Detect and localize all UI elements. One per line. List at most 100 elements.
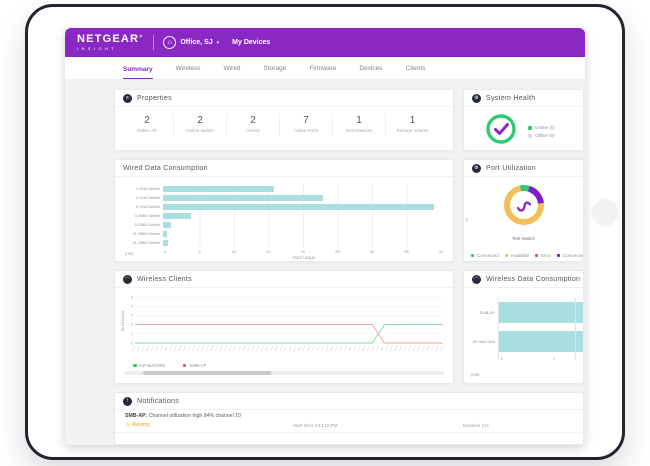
panel-title: Wired Data Consumption — [123, 164, 208, 172]
panel-title: Notifications — [137, 397, 180, 405]
properties-icon: ≡ — [123, 93, 132, 103]
svg-text:1: 1 — [131, 332, 133, 336]
topbar-divider — [153, 35, 155, 50]
port-donut-chart — [498, 181, 550, 235]
bar — [163, 212, 191, 219]
registered-mark: ® — [139, 33, 144, 39]
bar-label: 3-Test-Switch — [135, 204, 160, 209]
panel-title: System Health — [486, 94, 536, 102]
stat-label: NAS Devices — [345, 128, 373, 133]
tab-wired[interactable]: Wired — [223, 65, 241, 72]
legend-item: SMB-AP — [182, 363, 207, 368]
wireless-data-icon: ◠ — [472, 274, 481, 284]
legend-dot — [471, 254, 474, 257]
bar — [163, 203, 435, 210]
bar-row: 3-SMB-Switch — [123, 211, 443, 220]
axis-unit-label: (MB) — [471, 372, 480, 377]
tab-wireless[interactable]: Wireless — [175, 65, 201, 72]
bar-row: 1-Test-Switch — [123, 184, 443, 193]
netgear-logo: NETGEAR® INSIGHT — [77, 34, 143, 51]
wireless-clients-header: ◠ Wireless Clients — [115, 271, 453, 288]
wireless-clients-panel: ◠ Wireless Clients 0 1 2 3 4 5 No Of Clients A… — [114, 270, 454, 384]
bar — [498, 302, 583, 323]
notifications-list: SMB-AP: Channel utilization high 84% cha… — [115, 410, 583, 433]
building-icon: ⌂ — [163, 36, 177, 49]
stat-value: 1 — [356, 115, 362, 126]
stat-value: 7 — [303, 115, 309, 126]
location-label: Office, SJ — [180, 39, 213, 46]
stat-online-switch: 2 Online Switch — [174, 114, 227, 136]
wired-header: Wired Data Consumption — [115, 160, 453, 177]
stat-active-ports: 7 Active Ports — [280, 114, 333, 136]
wired-data-consumption-panel: Wired Data Consumption 1-Test-Switch 2-T… — [114, 159, 454, 262]
bar-label: 21-SMB-Switch — [132, 240, 160, 245]
tab-bar: Summary Wireless Wired Storage Firmware Devic… — [65, 57, 585, 80]
port-header: ⚙ Port Utilization — [464, 160, 583, 177]
svg-text:4: 4 — [131, 305, 133, 309]
bar — [163, 230, 168, 237]
stat-label: Storage Volume — [396, 128, 429, 133]
svg-text:0: 0 — [131, 341, 133, 345]
notifications-panel: ! Notifications SMB-AP: Channel utilizat… — [114, 392, 584, 445]
carousel-prev-icon[interactable]: ‹ — [465, 214, 469, 225]
properties-header: ≡ Properties — [115, 90, 453, 107]
bar — [163, 221, 172, 228]
notification-message: SMB-AP: Channel utilization high 84% cha… — [125, 413, 241, 419]
legend-item: Available — [504, 253, 529, 258]
wired-bar-chart: 1-Test-Switch 2-Test-Switch 3-Test-Switc… — [115, 177, 453, 260]
bar-row: 5-SMB-Switch — [123, 220, 443, 229]
legend-item: Offline (0) — [528, 133, 555, 138]
legend-dot — [528, 125, 532, 130]
tab-devices[interactable]: Devices — [359, 65, 383, 72]
tab-clients[interactable]: Clients — [405, 65, 426, 72]
port-donut-wrap: Test-Switch — [464, 177, 583, 241]
system-health-header: ⚙ System Health — [464, 90, 583, 107]
legend-item: Online (5) — [528, 125, 555, 130]
properties-panel: ≡ Properties 2 Online AP 2 Online Switch… — [114, 89, 454, 151]
port-body: ‹ Test-Switch Connected Available Error … — [464, 177, 583, 261]
x-axis-label: Data Usage — [292, 255, 316, 260]
check-icon — [494, 123, 509, 135]
notification-row[interactable]: SMB-AP: Channel utilization high 84% cha… — [115, 410, 583, 433]
app-window: NETGEAR® INSIGHT ⌂ Office, SJ ▾ My Devic… — [65, 28, 585, 445]
bar-label: SMB-AP — [479, 310, 495, 315]
stat-nas-devices: 1 NAS Devices — [333, 114, 386, 136]
chevron-down-icon: ▾ — [216, 39, 220, 46]
wireless-clients-legend: AP-WAC505 SMB-AP — [133, 363, 449, 368]
tab-storage[interactable]: Storage — [263, 65, 287, 72]
bar-row: 21-SMB-Switch — [123, 238, 443, 247]
bar — [498, 331, 583, 352]
panel-title: Wireless Data Consumption — [486, 275, 581, 283]
bar-row: 2-Test-Switch — [123, 193, 443, 202]
location-selector[interactable]: ⌂ Office, SJ ▾ — [163, 36, 219, 49]
bar-track — [163, 221, 441, 228]
bar — [163, 239, 168, 246]
bar-track — [163, 203, 441, 210]
scrollbar-thumb[interactable] — [143, 371, 272, 375]
stat-label: Online AP — [136, 128, 157, 133]
bar-label: 3-SMB-Switch — [134, 213, 160, 218]
panel-title: Wireless Clients — [137, 275, 192, 283]
health-ring-chart — [484, 112, 518, 150]
tab-summary[interactable]: Summary — [123, 66, 153, 79]
legend-dot — [556, 254, 560, 257]
notifications-header: ! Notifications — [115, 393, 583, 410]
legend-dot — [528, 133, 532, 138]
brand-sub-insight: INSIGHT — [77, 46, 118, 51]
legend-item: Error — [534, 253, 551, 258]
wireless-clients-body: 0 1 2 3 4 5 No Of Clients AP-WAC505 SMB-AP — [115, 288, 453, 375]
tab-firmware[interactable]: Firmware — [309, 65, 337, 72]
bar-label: 5-SMB-Switch — [134, 222, 160, 227]
properties-stats: 2 Online AP 2 Online Switch 2 Clients 7 … — [115, 107, 453, 136]
brand-name: NETGEAR® — [77, 33, 144, 45]
my-devices-link[interactable]: My Devices — [232, 39, 271, 46]
bar-track — [163, 239, 441, 246]
stat-clients: 2 Clients — [227, 114, 280, 136]
wireless-data-header: ◠ Wireless Data Consumption — [464, 271, 583, 288]
legend-dot — [182, 363, 187, 368]
notifications-icon: ! — [123, 396, 132, 406]
bar-row: 11-SMB-Switch — [123, 229, 443, 238]
bar-row: SMB-AP — [468, 298, 583, 327]
bar-track — [163, 185, 441, 192]
line-chart-svg: 0 1 2 3 4 5 No Of Clients — [121, 295, 444, 352]
